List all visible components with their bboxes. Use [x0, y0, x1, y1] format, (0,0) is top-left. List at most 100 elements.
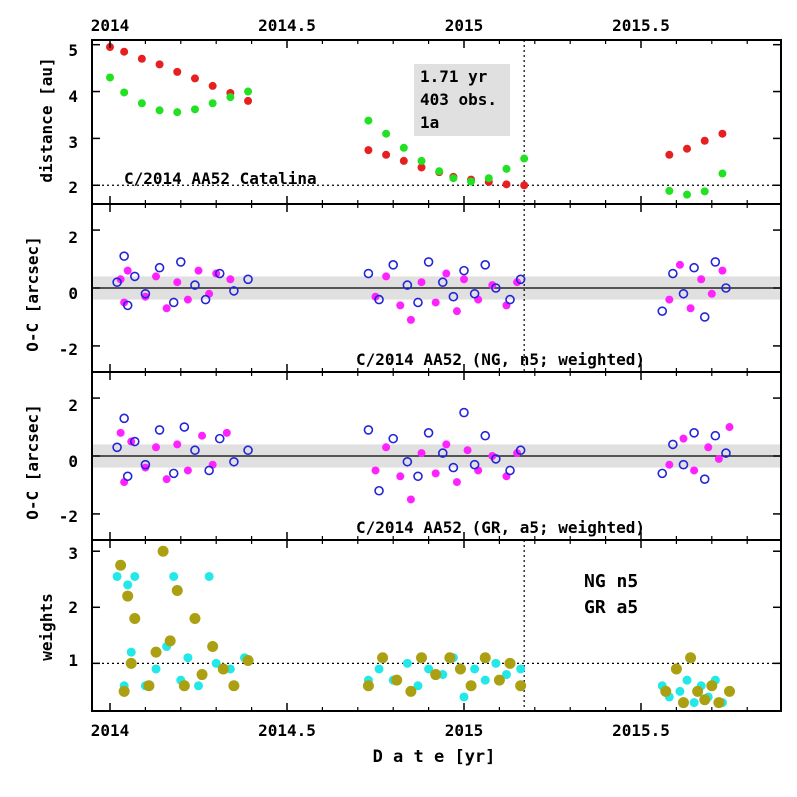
- data-point: [214, 268, 225, 279]
- data-point: [689, 428, 699, 438]
- data-point: [423, 428, 434, 438]
- data-point: [120, 47, 129, 56]
- data-point: [162, 304, 171, 313]
- data-point: [718, 129, 727, 138]
- data-point: [189, 612, 201, 624]
- distance-panel-label: C/2014 AA52 Catalina: [124, 169, 317, 188]
- data-point: [155, 60, 164, 69]
- data-point: [405, 685, 417, 697]
- data-point: [442, 440, 451, 449]
- data-point: [479, 652, 491, 664]
- data-point: [721, 283, 731, 293]
- data-point: [173, 440, 182, 449]
- info-box-background: [414, 64, 510, 136]
- data-point: [725, 423, 734, 432]
- data-point: [143, 680, 155, 692]
- data-point: [371, 466, 380, 475]
- data-point: [668, 439, 678, 450]
- data-point: [115, 559, 127, 571]
- data-point: [391, 674, 403, 686]
- gr-panel-label: C/2014 AA52 (GR, a5; weighted): [356, 518, 645, 537]
- data-point: [435, 167, 444, 176]
- data-point: [718, 169, 727, 178]
- data-point: [683, 190, 692, 199]
- data-point: [491, 283, 501, 293]
- data-point: [406, 315, 415, 324]
- top-x-tick-labels: 2014 2014.5 2015 2015.5: [91, 16, 670, 35]
- data-point: [704, 443, 713, 452]
- data-point: [364, 146, 373, 155]
- distance-y-label: distance [au]: [37, 57, 56, 182]
- data-point: [417, 156, 426, 165]
- top-tick-2015: 2015: [445, 16, 484, 35]
- data-point: [119, 251, 129, 261]
- panels: [91, 39, 782, 712]
- data-point: [382, 272, 391, 281]
- data-point: [699, 312, 710, 322]
- data-point: [151, 664, 161, 674]
- data-point: [692, 685, 704, 697]
- data-point: [130, 571, 140, 581]
- data-point: [686, 304, 695, 313]
- data-point: [204, 571, 214, 581]
- data-point: [417, 163, 426, 172]
- data-point: [152, 443, 161, 452]
- y-tick-label: 2: [68, 178, 78, 197]
- data-point: [157, 545, 169, 557]
- data-point: [129, 436, 140, 447]
- data-point: [505, 294, 515, 305]
- data-point: [413, 681, 423, 691]
- data-point: [129, 612, 141, 624]
- data-point: [119, 413, 129, 424]
- data-point: [459, 407, 469, 418]
- data-point: [208, 99, 217, 108]
- data-point: [406, 495, 415, 504]
- data-point: [183, 295, 192, 304]
- data-point: [700, 136, 709, 145]
- info-box-span: 1.71 yr: [420, 67, 487, 86]
- data-point: [491, 658, 501, 668]
- data-point: [416, 652, 428, 664]
- data-point: [112, 442, 122, 453]
- data-point: [226, 275, 235, 284]
- data-point: [150, 646, 162, 658]
- data-point: [515, 680, 527, 692]
- data-point: [710, 430, 721, 441]
- data-point: [448, 291, 459, 302]
- data-point: [194, 266, 203, 275]
- bottom-tick-2015-5: 2015.5: [612, 721, 670, 740]
- data-point: [137, 54, 146, 63]
- data-point: [520, 154, 529, 163]
- data-point: [382, 150, 391, 159]
- data-point: [682, 675, 692, 685]
- data-point: [168, 468, 179, 479]
- y-tick-label: 0: [68, 284, 78, 303]
- data-point: [670, 663, 682, 675]
- data-point: [444, 652, 456, 664]
- data-point: [454, 663, 466, 675]
- data-point: [388, 260, 399, 270]
- data-point: [178, 680, 190, 692]
- data-point: [402, 280, 413, 290]
- data-point: [106, 73, 114, 82]
- data-point: [707, 289, 716, 298]
- data-point: [242, 655, 254, 667]
- data-point: [504, 657, 516, 669]
- data-point: [417, 278, 426, 287]
- data-point: [668, 268, 678, 279]
- data-point: [155, 106, 164, 115]
- data-point: [470, 664, 480, 674]
- data-point: [226, 93, 235, 102]
- data-point: [665, 460, 674, 469]
- data-point: [190, 105, 199, 114]
- data-point: [516, 664, 526, 674]
- data-point: [424, 664, 434, 674]
- data-point: [449, 174, 458, 183]
- data-point: [190, 280, 200, 290]
- data-point: [382, 443, 391, 452]
- data-point: [430, 669, 442, 681]
- data-point: [520, 181, 529, 190]
- data-point: [689, 262, 699, 273]
- data-point: [452, 478, 461, 487]
- data-point: [214, 433, 225, 444]
